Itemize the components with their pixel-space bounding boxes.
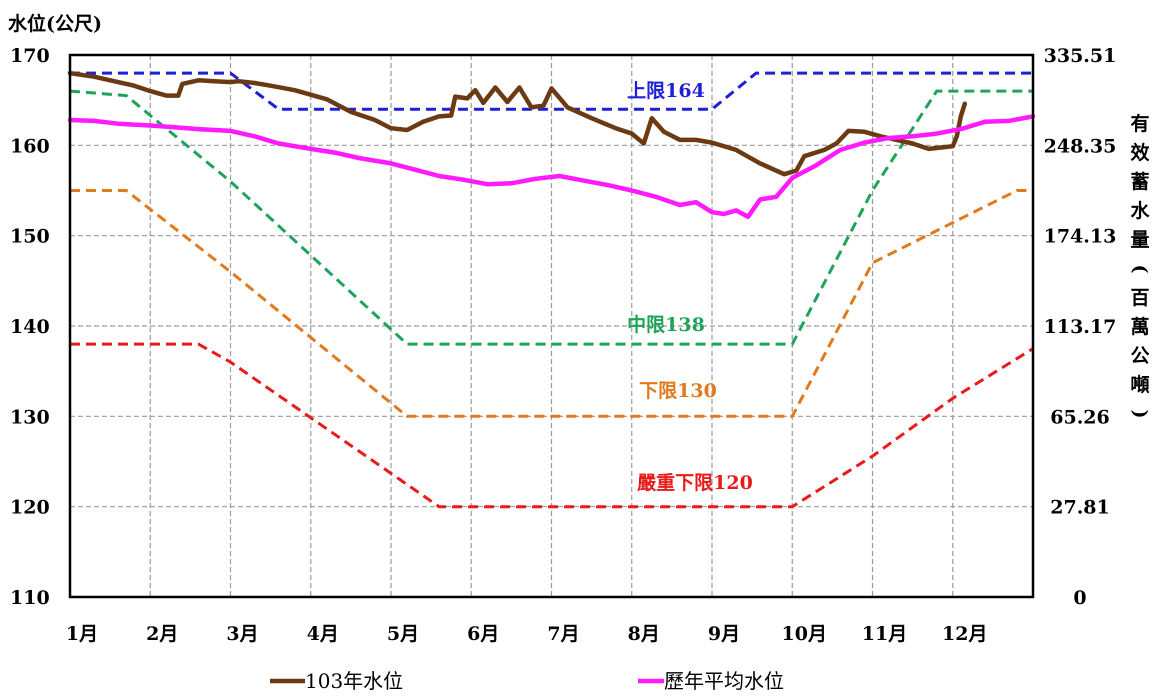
right-tick-label: 248.35 <box>1044 135 1117 157</box>
y-tick-label: 150 <box>10 226 50 248</box>
x-tick-labels: 1月 2月 3月 4月 5月 6月 7月 8月 9月 10月 11月 12月 <box>66 623 988 645</box>
y-axis-title-right-char: 有 <box>1130 112 1149 135</box>
limit-line <box>69 89 1033 346</box>
y-axis-title-right-char: 噸 <box>1130 373 1149 396</box>
limit-label: 下限130 <box>639 380 717 402</box>
series-line <box>67 114 1036 219</box>
right-tick-label: 0 <box>1073 587 1086 609</box>
y-tick-label: 120 <box>10 497 50 519</box>
x-tick-label: 10月 <box>782 623 827 645</box>
x-tick-label: 7月 <box>547 623 579 645</box>
y-tick-label: 160 <box>10 135 50 157</box>
x-tick-label: 12月 <box>942 623 987 645</box>
y-tick-label: 170 <box>10 45 50 67</box>
limit-curves: 上限164 中限138 下限130 嚴重下限120 <box>69 71 1034 509</box>
legend: 103年水位 歷年平均水位 <box>270 669 784 693</box>
x-tick-label: 9月 <box>708 623 740 645</box>
series-line <box>67 70 968 177</box>
limit-label: 中限138 <box>627 313 705 336</box>
right-tick-label: 174.13 <box>1044 226 1117 248</box>
y-axis-title-right-char: ) <box>1129 410 1151 419</box>
y-axis-title-left: 水位(公尺) <box>8 12 102 35</box>
right-tick-labels: 335.51 248.35 174.13 113.17 65.26 27.81 0 <box>1044 45 1117 609</box>
limit-label: 嚴重下限120 <box>637 472 753 494</box>
y-axis-title-right-char: 水 <box>1130 200 1150 222</box>
limit-label: 上限164 <box>627 80 705 102</box>
right-tick-label: 113.17 <box>1044 316 1117 338</box>
y-axis-title-right-char: 蓄 <box>1130 170 1149 193</box>
y-axis-title-right-char: 量 <box>1130 229 1149 251</box>
x-tick-label: 8月 <box>628 623 660 645</box>
x-tick-label: 6月 <box>467 623 499 645</box>
left-tick-labels: 110 120 130 140 150 160 170 <box>10 45 50 609</box>
x-tick-label: 2月 <box>146 623 178 645</box>
legend-label: 歷年平均水位 <box>664 669 784 693</box>
y-tick-label: 130 <box>10 406 50 428</box>
y-axis-title-right-char: 百 <box>1130 287 1149 309</box>
limit-line <box>70 189 1033 418</box>
x-tick-label: 1月 <box>66 623 98 645</box>
x-tick-label: 11月 <box>862 623 907 645</box>
series-lines <box>67 70 1036 219</box>
y-axis-title-right-char: ( <box>1129 265 1151 274</box>
y-tick-label: 110 <box>10 587 50 609</box>
right-tick-label: 335.51 <box>1044 45 1117 67</box>
legend-label: 103年水位 <box>305 669 403 693</box>
right-tick-label: 65.26 <box>1050 406 1110 428</box>
right-tick-label: 27.81 <box>1050 497 1110 519</box>
limit-line <box>70 342 1034 509</box>
y-tick-label: 140 <box>10 316 50 338</box>
y-axis-title-right-char: 效 <box>1130 141 1149 164</box>
plot-frame <box>68 53 1035 599</box>
y-axis-title-right-char: 公 <box>1130 345 1149 367</box>
x-tick-label: 4月 <box>307 623 339 645</box>
x-tick-label: 3月 <box>226 623 258 645</box>
x-tick-label: 5月 <box>387 623 419 645</box>
limit-line <box>70 71 1033 111</box>
y-axis-title-right-char: 萬 <box>1130 316 1149 338</box>
